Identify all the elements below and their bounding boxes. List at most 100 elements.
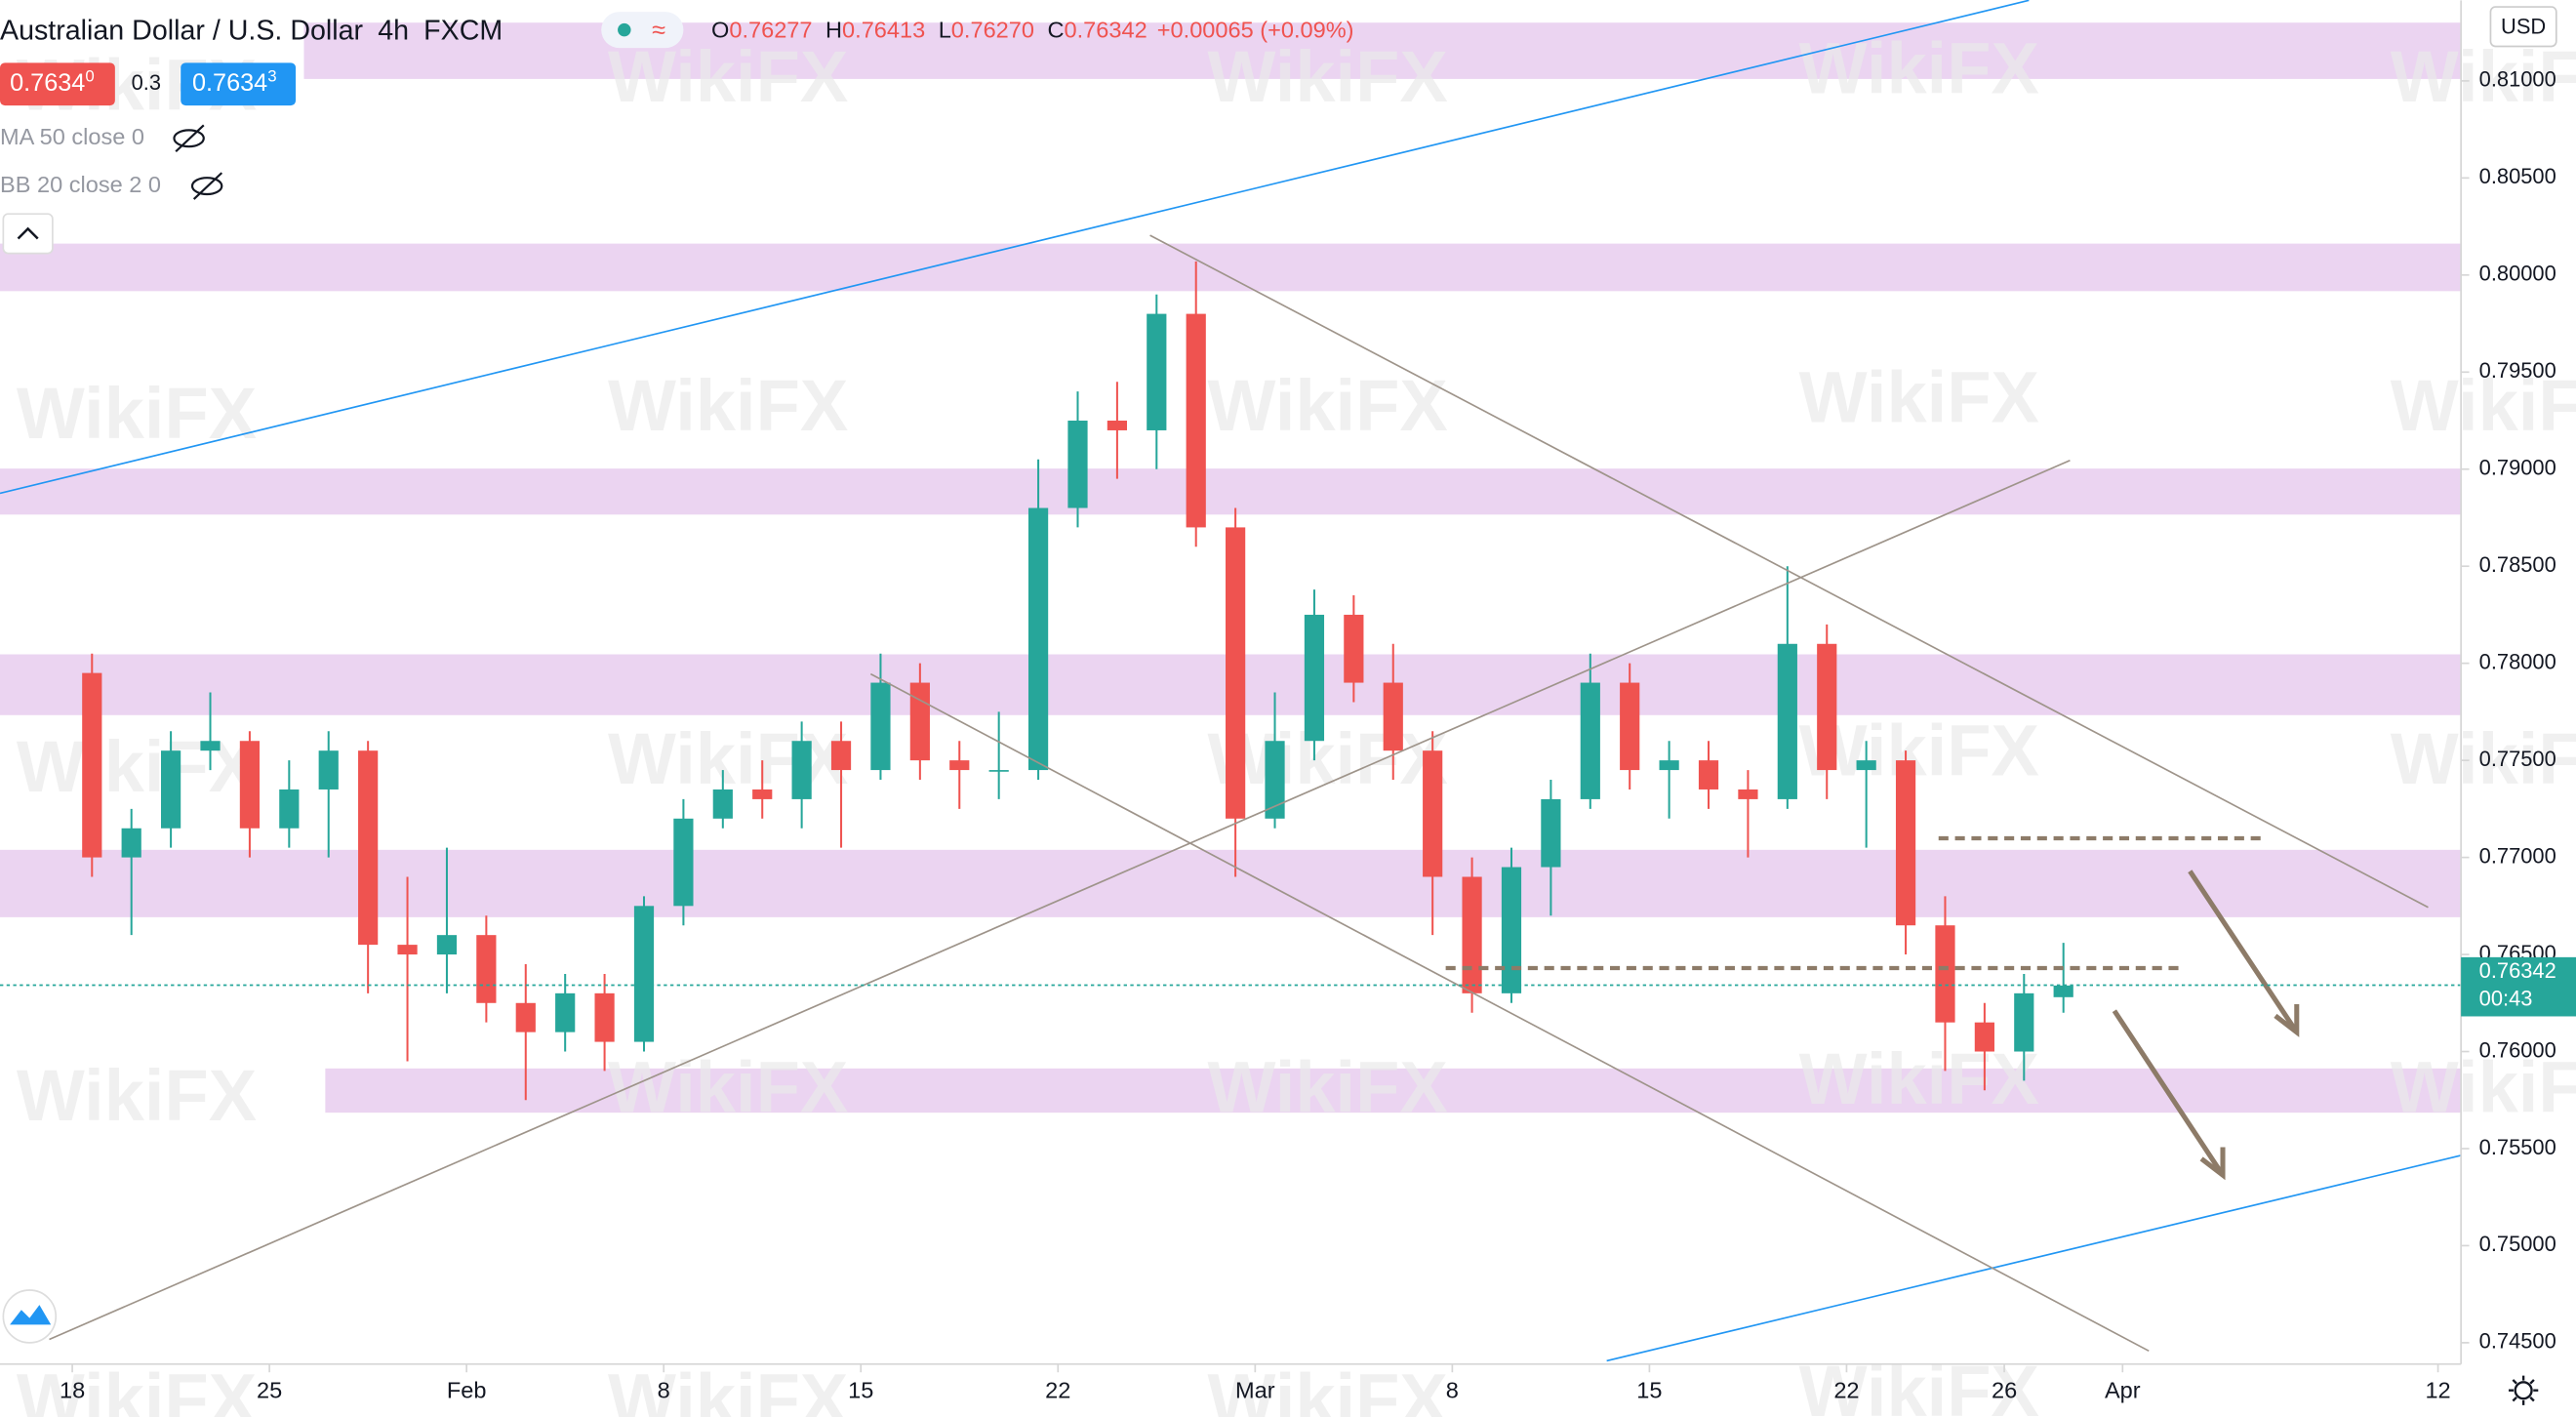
x-tick-label: 26: [1992, 1378, 2017, 1403]
candle-body: [1344, 614, 1364, 683]
y-tick-label: 0.78500: [2479, 552, 2556, 577]
candle-body: [1304, 614, 1325, 742]
watermark: WikiFX: [1799, 28, 2039, 109]
currency-box[interactable]: [2489, 6, 2557, 48]
candle-body: [476, 935, 497, 1003]
x-tick-label: Mar: [1235, 1378, 1275, 1403]
watermark: WikiFX: [17, 1055, 257, 1136]
candle-body: [2014, 992, 2034, 1052]
x-tick-label: 8: [658, 1378, 670, 1403]
candle-body: [673, 818, 694, 907]
candle-body: [1027, 507, 1049, 771]
sell-button[interactable]: [0, 62, 115, 106]
logo-button[interactable]: [2, 1289, 58, 1344]
collapse-button[interactable]: [2, 213, 54, 255]
y-tick-label: 0.79000: [2479, 456, 2556, 480]
ohlc-label: L: [939, 18, 951, 43]
ohlc: O0.76277 H0.76413 L0.76270 C0.76342 +0.00065…: [711, 18, 1354, 43]
candle-body: [200, 741, 221, 751]
trend-line: [869, 672, 2150, 1353]
candle-body: [160, 750, 181, 829]
status-dot: [618, 22, 631, 37]
trend-line: [0, 0, 2030, 495]
candle-body: [1620, 682, 1640, 771]
ohlc-value: 0.76270: [951, 18, 1034, 43]
candle-body: [870, 682, 891, 771]
candle-body: [515, 1002, 536, 1032]
candle-body: [949, 760, 970, 771]
candle-body: [830, 741, 852, 771]
currency: USD: [2501, 15, 2546, 39]
y-tick-label: 0.77500: [2479, 747, 2556, 771]
buy-price[interactable]: 0.76343: [192, 67, 277, 97]
candle-body: [1974, 1022, 1994, 1052]
x-tick-label: 15: [848, 1378, 873, 1403]
candle-body: [1186, 313, 1206, 528]
candle-body: [1423, 750, 1443, 877]
buy-price-pip: 3: [267, 67, 276, 86]
candle-body: [1895, 760, 1916, 926]
candle-body: [82, 672, 102, 858]
x-tick-label: 22: [1045, 1378, 1070, 1403]
candle-body: [712, 789, 733, 819]
sell-price-pip: 0: [85, 67, 94, 86]
candle-body: [436, 935, 458, 955]
candle-body: [555, 992, 576, 1032]
candle-body: [1817, 643, 1837, 771]
watermark: WikiFX: [2391, 718, 2576, 799]
x-tick-label: 22: [1833, 1378, 1859, 1403]
arrow: [2188, 870, 2300, 1037]
indicator[interactable]: BB 20 close 2 0: [0, 172, 161, 197]
y-tick-label: 0.76000: [2479, 1037, 2556, 1062]
ohlc-label: C: [1047, 18, 1064, 43]
buy-button[interactable]: [181, 62, 297, 106]
candle-body: [1226, 527, 1246, 819]
ohlc-label: H: [825, 18, 842, 43]
ohlc-value: 0.76413: [842, 18, 925, 43]
ohlc-label: O: [711, 18, 729, 43]
candle-body: [2053, 985, 2073, 997]
status-pill[interactable]: [601, 12, 684, 49]
candle-body: [633, 906, 655, 1042]
y-tick-label: 0.77000: [2479, 843, 2556, 868]
hidden-icon[interactable]: [173, 124, 205, 153]
y-tick-label: 0.78000: [2479, 649, 2556, 673]
header: Australian Dollar / U.S. Dollar 4h FXCM: [0, 15, 503, 46]
y-tick-label: 0.75500: [2479, 1135, 2556, 1159]
symbol: Australian Dollar / U.S. Dollar: [0, 15, 364, 46]
zone: [0, 849, 2462, 917]
watermark: WikiFX: [17, 726, 257, 807]
watermark: WikiFX: [1207, 1047, 1447, 1128]
watermark: WikiFX: [1799, 709, 2039, 790]
zone: [325, 1068, 2462, 1113]
candle-body: [1698, 760, 1719, 789]
watermark: WikiFX: [1207, 365, 1447, 446]
watermark: WikiFX: [608, 36, 848, 117]
sell-price[interactable]: 0.76340: [10, 67, 95, 97]
indicator[interactable]: MA 50 close 0: [0, 124, 144, 149]
candle-body: [1107, 421, 1127, 430]
candle-body: [1067, 421, 1088, 508]
watermark: WikiFX: [2391, 36, 2576, 117]
spread: 0.3: [132, 70, 161, 95]
settings-icon[interactable]: [2508, 1375, 2539, 1405]
watermark: WikiFX: [1207, 718, 1447, 799]
hidden-icon[interactable]: [190, 172, 223, 200]
candle-body: [752, 789, 773, 799]
countdown: 00:43: [2479, 986, 2533, 1010]
y-tick-label: 0.81000: [2479, 67, 2556, 92]
sell-price-main: 0.7634: [10, 69, 85, 97]
candle-body: [1935, 925, 1955, 1023]
watermark: WikiFX: [608, 365, 848, 446]
arrow: [2112, 1009, 2226, 1181]
candle-body: [397, 945, 418, 955]
candle-body: [358, 750, 379, 946]
change: +0.00065 (+0.09%): [1157, 18, 1354, 43]
watermark: WikiFX: [1207, 1358, 1447, 1417]
trend-line: [1149, 234, 2429, 909]
zone: [0, 468, 2462, 515]
zone: [0, 243, 2462, 292]
watermark: WikiFX: [1207, 36, 1447, 117]
watermark: WikiFX: [2391, 365, 2576, 446]
candle-body: [1265, 741, 1285, 819]
